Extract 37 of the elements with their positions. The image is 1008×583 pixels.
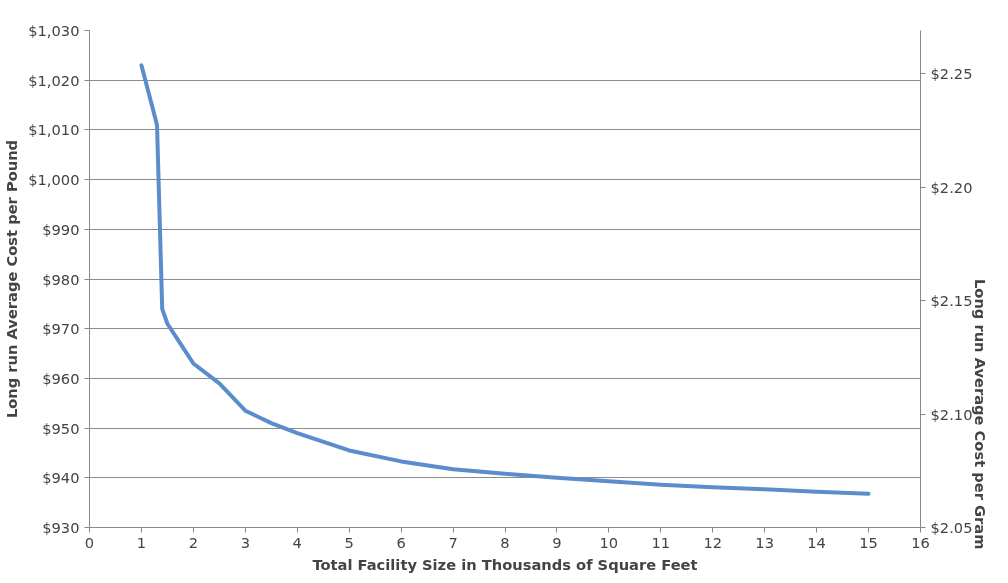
- x-tick-label: 2: [188, 533, 199, 551]
- y-tick-label: $940: [42, 469, 80, 487]
- x-tick-label: 12: [703, 533, 723, 551]
- y-tick-label: $930: [42, 519, 80, 536]
- y-tick-label: $1,020: [28, 71, 80, 89]
- x-tick-label: 13: [755, 533, 775, 551]
- line-series: [139, 63, 871, 496]
- y2-tick-label: $2.25: [930, 65, 973, 83]
- y-tick-label: $960: [42, 369, 80, 387]
- y-tick-label: $970: [42, 320, 80, 338]
- x-tick-label: 14: [807, 533, 826, 551]
- x-tick-label: 7: [448, 533, 458, 551]
- y-tick-label: $980: [42, 270, 80, 288]
- y2-tick-label: $2.20: [930, 178, 973, 196]
- x-tick-label: 3: [240, 533, 250, 551]
- x-tick-label: 9: [552, 533, 562, 551]
- y-tick-label: $1,010: [28, 121, 80, 139]
- x-tick-label: 1: [136, 533, 147, 551]
- x-tick-label: 16: [911, 533, 930, 551]
- x-tick-label: 10: [599, 533, 619, 551]
- y-tick-label: $950: [42, 419, 80, 437]
- x-tick-label: 0: [84, 533, 95, 551]
- x-tick-label: 6: [396, 533, 406, 551]
- y-tick-label: $1,030: [28, 22, 80, 39]
- x-tick-label: 5: [344, 533, 354, 551]
- x-tick-label: 8: [500, 533, 510, 551]
- x-tick-label: 4: [292, 533, 302, 551]
- x-tick-label: 11: [651, 533, 671, 551]
- x-axis-title: Total Facility Size in Thousands of Square Feet: [312, 555, 698, 573]
- y-axis-title: Long run Average Cost per Pound: [3, 139, 21, 419]
- y2-tick-label: $2.15: [930, 292, 973, 310]
- y2-tick-label: $2.05: [930, 519, 973, 536]
- y2-axis-title: Long run Average Cost per Gram: [971, 279, 989, 550]
- y-tick-label: $1,000: [28, 171, 80, 189]
- y2-tick-label: $2.10: [930, 405, 973, 423]
- x-tick-label: 15: [859, 533, 878, 551]
- y-tick-label: $990: [42, 220, 80, 238]
